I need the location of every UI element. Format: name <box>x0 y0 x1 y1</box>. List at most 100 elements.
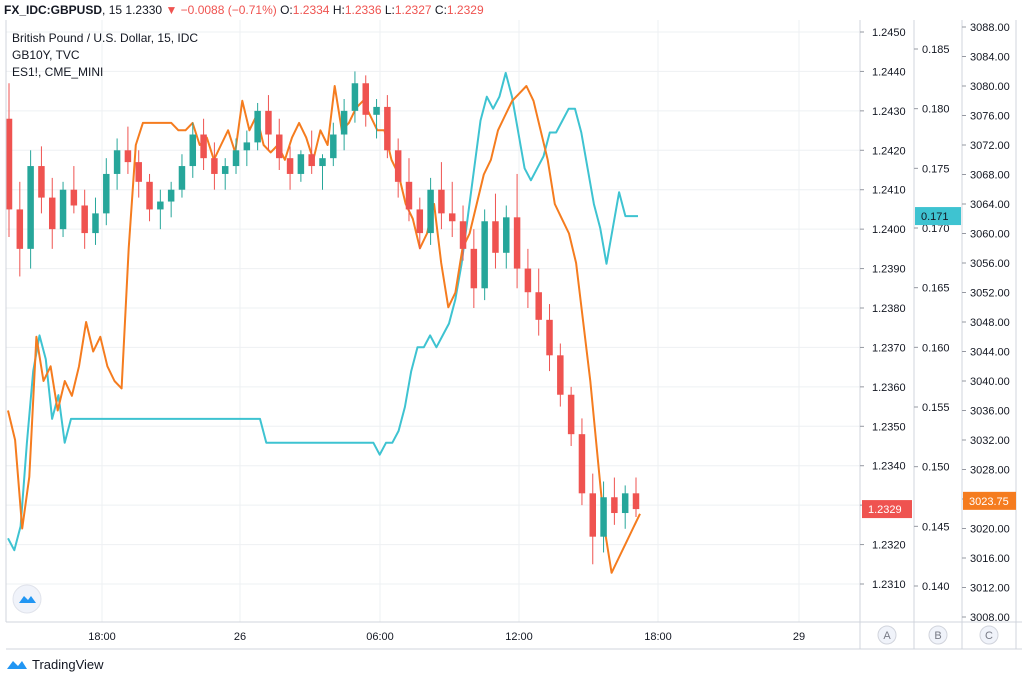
candle-body-23 <box>254 110 261 143</box>
candle-body-36 <box>394 150 402 182</box>
gb10y-axis[interactable]: 0.185 0.180 0.175 0.170 0.165 0.160 0.155 0.150… <box>914 44 961 593</box>
axis-price-label-4: 1.2410 <box>872 185 906 197</box>
legend-gb10y[interactable]: GB10Y, TVC <box>12 48 80 62</box>
axis-buttons[interactable]: A B C <box>877 625 999 645</box>
candle-body-3 <box>38 166 45 198</box>
axis-price-label-9: 1.2360 <box>872 382 906 394</box>
candle-body-52 <box>567 394 575 435</box>
price-axis[interactable]: 1.2450 1.2440 1.2430 1.2420 1.2410 1.2400 1.23… <box>860 27 912 591</box>
gb10y-series <box>7 71 638 552</box>
low-value: 1.2327 <box>394 3 432 17</box>
axis-gb10y-label-9: 0.140 <box>922 581 950 593</box>
candle-body-40 <box>438 189 445 214</box>
candle-body-15 <box>167 189 175 202</box>
legend-main-series[interactable]: British Pound / U.S. Dollar, 15, IDC <box>12 31 199 45</box>
candle-body-42 <box>459 221 467 249</box>
cloud-icon[interactable] <box>12 584 42 614</box>
axis-gb10y-label-8: 0.145 <box>922 521 950 533</box>
axis-gb10y-label-2: 0.175 <box>922 163 950 175</box>
candle-body-26 <box>286 158 294 174</box>
candle-body-4 <box>48 197 56 230</box>
axis-price-label-0: 1.2450 <box>872 27 906 39</box>
axis-price-label-11: 1.2340 <box>872 461 906 473</box>
candle-body-11 <box>124 150 132 163</box>
close-label: C: <box>434 3 447 17</box>
candle-body-18 <box>200 134 207 159</box>
open-label: O: <box>280 3 293 17</box>
axis-price-label-13: 1.2320 <box>872 540 906 552</box>
axis-es1-label-10: 3048.00 <box>970 317 1010 329</box>
candle-body-7 <box>81 205 88 234</box>
symbol-name[interactable]: FX_IDC:GBPUSD <box>4 3 103 17</box>
axis-gb10y-last-label: 0.171 <box>921 211 949 223</box>
candle-body-0 <box>5 118 13 210</box>
axis-es1-label-2: 3080.00 <box>970 81 1010 93</box>
candle-body-32 <box>351 83 359 111</box>
legend-es1[interactable]: ES1!, CME_MINI <box>12 65 104 79</box>
candle-body-44 <box>481 221 488 289</box>
interval-value[interactable]: 15 <box>108 3 123 17</box>
axis-button-b[interactable]: B <box>934 630 941 642</box>
candle-body-9 <box>103 173 110 214</box>
es1-axis[interactable]: 3088.00 3084.00 3080.00 3076.00 3072.00 3068.… <box>962 22 1016 624</box>
axis-price-label-10: 1.2350 <box>872 421 906 433</box>
axis-button-c[interactable]: C <box>985 630 993 642</box>
axis-es1-label-8: 3056.00 <box>970 258 1010 270</box>
candle-body-58 <box>632 493 640 510</box>
candle-body-50 <box>546 319 553 356</box>
brand-name: TradingView <box>32 657 104 672</box>
axis-es1-label-19: 3012.00 <box>970 583 1010 595</box>
candle-body-38 <box>416 209 424 234</box>
candle-body-51 <box>557 355 564 395</box>
open-value: 1.2334 <box>292 3 330 17</box>
candle-body-39 <box>427 189 434 234</box>
high-label: H: <box>332 3 345 17</box>
axis-price-label-7: 1.2380 <box>872 303 906 315</box>
time-label-1: 26 <box>234 631 246 643</box>
candle-body-12 <box>135 162 142 182</box>
candle-body-10 <box>113 150 121 174</box>
candle-body-22 <box>243 142 251 151</box>
candle-body-17 <box>189 134 197 167</box>
candle-body-31 <box>340 110 348 135</box>
gbpusd-candles <box>5 71 640 565</box>
axis-button-a-bg <box>877 625 897 645</box>
axis-es1-label-0: 3088.00 <box>970 22 1010 34</box>
candle-body-56 <box>611 497 618 514</box>
axis-price-label-14: 1.2310 <box>872 579 906 591</box>
axis-price-label-5: 1.2400 <box>872 224 906 236</box>
candle-body-45 <box>492 221 499 253</box>
axis-es1-label-15: 3028.00 <box>970 465 1010 477</box>
candle-body-55 <box>600 497 607 537</box>
axis-es1-label-1: 3084.00 <box>970 52 1010 64</box>
axis-es1-label-17: 3020.00 <box>970 524 1010 536</box>
candle-body-24 <box>265 110 272 135</box>
axis-es1-label-3: 3076.00 <box>970 111 1010 123</box>
axis-button-a[interactable]: A <box>883 630 891 642</box>
gb10y-line-path <box>7 71 638 552</box>
time-axis[interactable]: 18:00 26 06:00 12:00 18:00 29 <box>88 631 805 643</box>
axis-price-label-1: 1.2440 <box>872 66 906 78</box>
axis-es1-label-4: 3072.00 <box>970 140 1010 152</box>
axis-es1-label-14: 3032.00 <box>970 435 1010 447</box>
candle-body-19 <box>211 158 218 174</box>
candle-body-1 <box>16 209 24 249</box>
axis-es1-label-13: 3036.00 <box>970 406 1010 418</box>
candle-body-28 <box>308 154 315 167</box>
es1-series <box>7 85 641 574</box>
axis-gb10y-label-0: 0.185 <box>922 44 950 56</box>
candle-body-47 <box>513 217 521 269</box>
footer-brand[interactable]: TradingView <box>6 657 104 674</box>
candle-body-20 <box>221 166 229 174</box>
candle-body-35 <box>384 106 391 151</box>
candle-body-30 <box>330 134 337 159</box>
tradingview-logo-icon <box>6 657 28 674</box>
axis-gb10y-label-3: 0.170 <box>922 223 950 235</box>
axis-es1-label-7: 3060.00 <box>970 229 1010 241</box>
last-price: 1.2330 <box>125 3 163 17</box>
candle-body-46 <box>503 217 510 253</box>
axis-gb10y-label-6: 0.155 <box>922 402 950 414</box>
candle-body-49 <box>535 292 542 320</box>
candle-body-34 <box>373 106 380 115</box>
